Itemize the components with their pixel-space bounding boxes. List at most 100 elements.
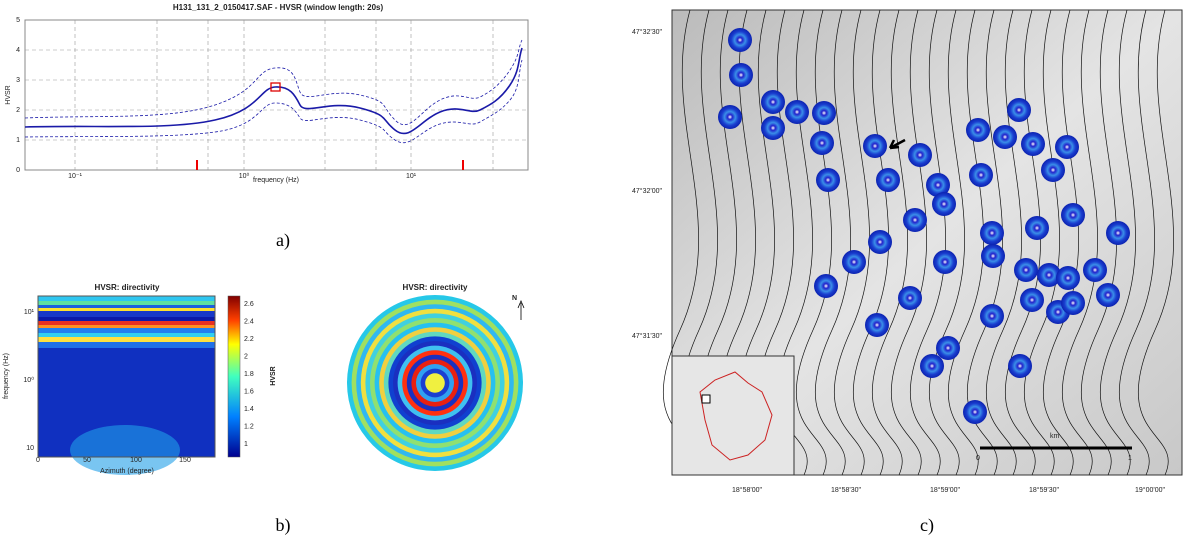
directivity-heatmap: HVSR: directivity 0 50 100 150 10¹ 10⁰ 10 2.6 2.… [3, 283, 277, 475]
site-marker [761, 116, 785, 140]
site-marker [842, 250, 866, 274]
site-marker [908, 143, 932, 167]
y-tick-label: 3 [16, 77, 20, 84]
y-tick-label: 10¹ [24, 309, 35, 316]
x-tick-label: 10¹ [406, 173, 417, 180]
contour [871, 9, 908, 476]
x-axis-label: Azimuth (degree) [100, 468, 154, 475]
site-marker [814, 274, 838, 298]
x-tick-label: 50 [83, 457, 91, 464]
contour [833, 9, 870, 476]
site-marker [1007, 98, 1031, 122]
site-marker [1014, 258, 1038, 282]
site-marker [903, 208, 927, 232]
plot-title: H131_131_2_0150417.SAF - HVSR (window le… [173, 3, 384, 12]
site-marker [932, 192, 956, 216]
site-marker [966, 118, 990, 142]
lon-label: 18°59'00" [930, 486, 960, 494]
site-marker [1055, 135, 1079, 159]
site-marker [761, 90, 785, 114]
ring [425, 373, 445, 393]
site-marker [993, 125, 1017, 149]
contour [1023, 9, 1060, 476]
x-tick-label: 10⁰ [239, 172, 250, 180]
y-tick-label: 5 [16, 17, 20, 24]
y-tick-label: 10⁰ [23, 376, 34, 384]
contour [1061, 9, 1098, 476]
colorbar-tick-label: 1.8 [244, 371, 254, 378]
colorbar-tick-label: 2.6 [244, 301, 254, 308]
heat-band [38, 328, 215, 333]
lat-label: 47°31'30" [632, 332, 662, 340]
site-marker [810, 131, 834, 155]
site-marker [926, 173, 950, 197]
colorbar-tick-label: 2.2 [244, 336, 254, 343]
site-marker [729, 63, 753, 87]
heat-band [38, 305, 215, 308]
x-tick-label: 0 [36, 457, 40, 464]
heat-band [38, 337, 215, 342]
site-marker [868, 230, 892, 254]
lon-label: 19°00'00" [1135, 486, 1165, 494]
plot-title: HVSR: directivity [95, 283, 160, 292]
heat-band [38, 311, 215, 317]
heat-band [38, 342, 215, 348]
site-marker [969, 163, 993, 187]
directivity-polar: HVSR: directivity N [347, 283, 525, 471]
lat-label: 47°32'00" [632, 187, 662, 195]
plot-frame [24, 19, 529, 171]
site-marker [980, 304, 1004, 328]
y-tick-label: 0 [16, 167, 20, 174]
contour [928, 9, 965, 476]
site-marker [812, 101, 836, 125]
y-tick-label: 1 [16, 137, 20, 144]
contour [1118, 9, 1155, 476]
colorbar-label: HVSR [270, 366, 277, 385]
site-marker [898, 286, 922, 310]
colorbar-tick-label: 1.6 [244, 389, 254, 396]
y-axis-label: frequency (Hz) [3, 353, 10, 399]
x-tick-label: 10⁻¹ [68, 173, 82, 180]
site-marker [1020, 288, 1044, 312]
heat-band [38, 333, 215, 337]
site-marker [936, 336, 960, 360]
caption: a) [276, 230, 290, 251]
site-marker [863, 134, 887, 158]
site-marker [1056, 266, 1080, 290]
site-marker [1025, 216, 1049, 240]
site-marker [1021, 132, 1045, 156]
lon-label: 18°58'30" [831, 486, 861, 494]
site-marker [816, 168, 840, 192]
heat-band [38, 301, 215, 305]
x-tick-label: 150 [179, 457, 191, 464]
heat-spot [70, 425, 180, 475]
site-marker [1008, 354, 1032, 378]
heat-band [38, 308, 215, 311]
site-marker [728, 28, 752, 52]
caption: c) [920, 515, 934, 536]
colorbar-tick-label: 2 [244, 354, 248, 361]
heat-band [38, 317, 215, 321]
site-marker [1096, 283, 1120, 307]
y-axis-label: HVSR [5, 85, 12, 104]
site-marker [981, 244, 1005, 268]
north-label: N [512, 295, 517, 302]
lon-label: 18°59'30" [1029, 486, 1059, 494]
hvsr-plot: H131_131_2_0150417.SAF - HVSR (window le… [5, 3, 529, 184]
plot-title: HVSR: directivity [403, 283, 468, 292]
caption: b) [276, 515, 291, 536]
contour [1080, 9, 1117, 476]
contour [1137, 9, 1174, 476]
contour [909, 9, 946, 476]
x-tick-label: 100 [130, 457, 142, 464]
heat-band [38, 325, 215, 328]
site-marker [1083, 258, 1107, 282]
lat-label: 47°32'30" [632, 28, 662, 36]
lon-label: 18°58'00" [732, 486, 762, 494]
heat-band [38, 321, 215, 325]
scale-unit: km [1050, 433, 1060, 440]
site-marker [718, 105, 742, 129]
scale-label: 0 [976, 455, 980, 462]
site-marker [865, 313, 889, 337]
